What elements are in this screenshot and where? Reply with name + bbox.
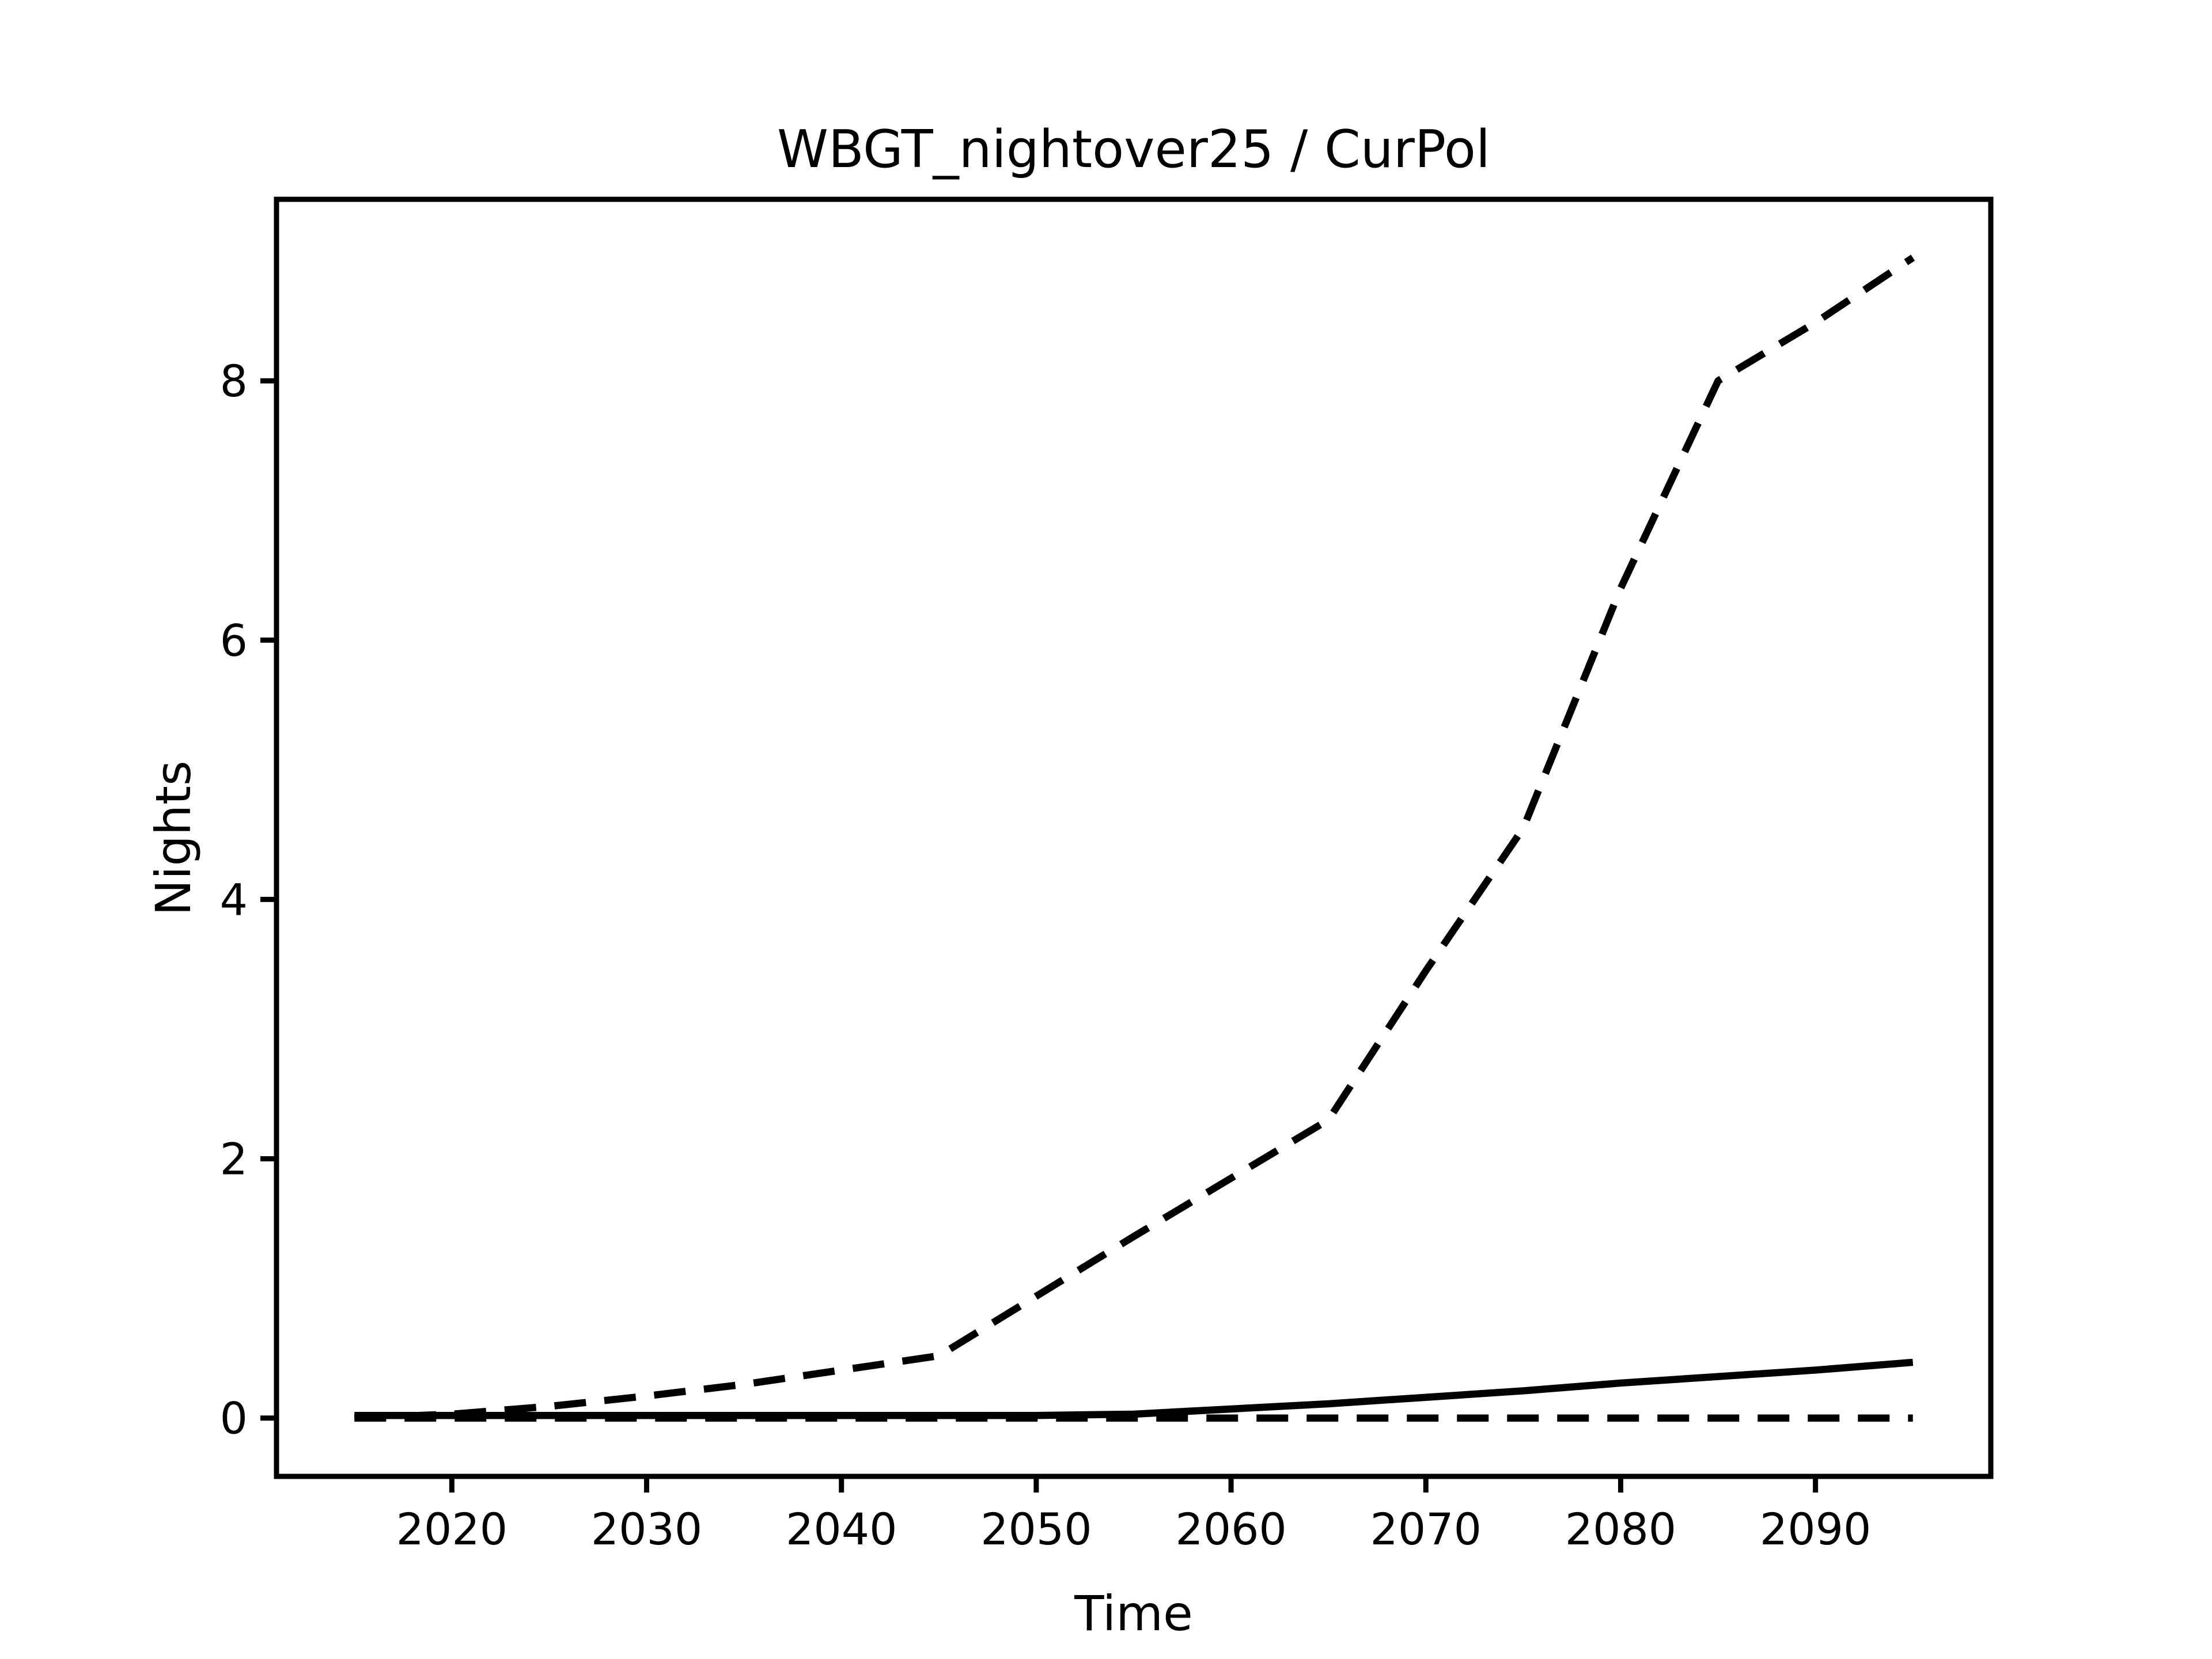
series-line-max [354,255,1915,1422]
series-layer [354,255,1915,1422]
series-line-mean [354,1358,1914,1419]
x-tick-label: 2050 [980,1503,1092,1555]
ticks-layer: 2020 2030 2040 2050 2060 2070 2080 2090 0 2 4 6 8 [220,355,1872,1555]
axes-frame [274,196,1994,1479]
y-tick-label: 4 [220,874,248,925]
x-axis-label: Time [1074,1585,1193,1642]
x-tick-label: 2060 [1175,1503,1286,1555]
x-tick-label: 2070 [1370,1503,1482,1555]
x-tick-label: 2090 [1760,1503,1871,1555]
x-tick-label: 2040 [786,1503,897,1555]
y-tick-label: 2 [220,1134,248,1185]
y-tick-label: 6 [220,615,248,666]
y-tick-label: 8 [220,355,248,407]
chart-title: WBGT_nightover25 / CurPol [777,119,1490,180]
x-tick-label: 2020 [396,1503,507,1555]
y-axis-label: Nights [145,760,202,915]
x-tick-label: 2030 [591,1503,702,1555]
x-tick-label: 2080 [1565,1503,1676,1555]
y-tick-label: 0 [220,1393,248,1444]
